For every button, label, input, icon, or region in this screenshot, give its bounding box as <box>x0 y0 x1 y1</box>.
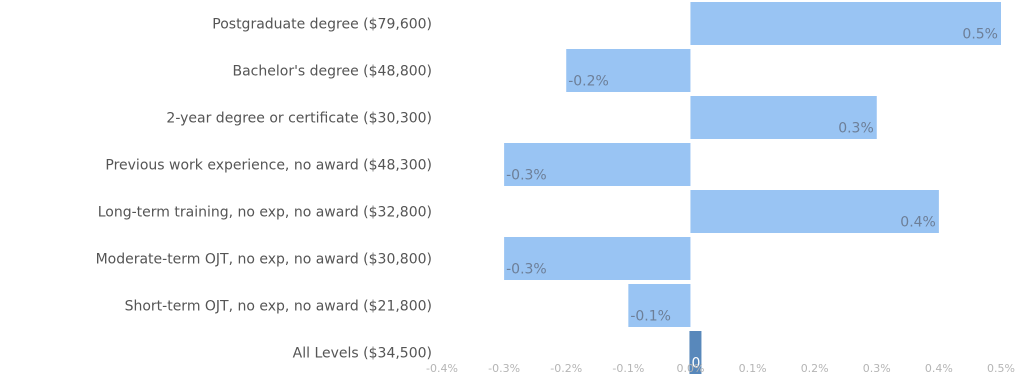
bar-1 <box>566 49 691 92</box>
x-tick-label-9: 0.5% <box>987 362 1015 375</box>
x-tick-label-0: -0.4% <box>426 362 458 375</box>
bar-0 <box>690 2 1001 45</box>
category-label-5: Moderate-term OJT, no exp, no award ($30… <box>96 252 432 268</box>
value-label-4: 0.4% <box>900 215 936 231</box>
bar-2 <box>690 96 877 139</box>
x-tick-label-3: -0.1% <box>612 362 644 375</box>
bars-group <box>504 2 1001 374</box>
value-label-2: 0.3% <box>838 121 874 137</box>
category-label-3: Previous work experience, no award ($48,… <box>105 158 432 174</box>
value-label-1: -0.2% <box>568 74 609 90</box>
x-tick-label-7: 0.3% <box>863 362 891 375</box>
x-tick-label-6: 0.2% <box>801 362 829 375</box>
category-labels-group: Postgraduate degree ($79,600) Bachelor's … <box>96 17 432 362</box>
x-tick-label-1: -0.3% <box>488 362 520 375</box>
category-label-0: Postgraduate degree ($79,600) <box>212 17 432 33</box>
category-label-4: Long-term training, no exp, no award ($3… <box>98 205 432 221</box>
bar-7 <box>689 331 702 374</box>
category-label-1: Bachelor's degree ($48,800) <box>233 64 433 80</box>
x-tick-label-2: -0.2% <box>550 362 582 375</box>
value-labels-group: 0.5% -0.2% 0.3% -0.3% 0.4% -0.3% -0.1% 0.0% <box>506 27 998 372</box>
x-axis-ticks-group: -0.4% -0.3% -0.2% -0.1% 0.0% 0.1% 0.2% 0.3% 0.4%… <box>426 362 1015 375</box>
value-label-3: -0.3% <box>506 168 547 184</box>
value-label-7: 0.0% <box>691 356 727 372</box>
bar-4 <box>690 190 939 233</box>
x-tick-label-8: 0.4% <box>925 362 953 375</box>
category-label-6: Short-term OJT, no exp, no award ($21,80… <box>125 299 432 315</box>
category-label-2: 2-year degree or certificate ($30,300) <box>166 111 432 127</box>
category-label-7: All Levels ($34,500) <box>293 346 432 362</box>
value-label-5: -0.3% <box>506 262 547 278</box>
bar-5 <box>504 237 691 280</box>
value-label-0: 0.5% <box>962 27 998 43</box>
bar-3 <box>504 143 691 186</box>
bar-6 <box>628 284 691 327</box>
value-label-6: -0.1% <box>630 309 671 325</box>
x-tick-label-4: 0.0% <box>676 362 704 375</box>
x-tick-label-5: 0.1% <box>739 362 767 375</box>
